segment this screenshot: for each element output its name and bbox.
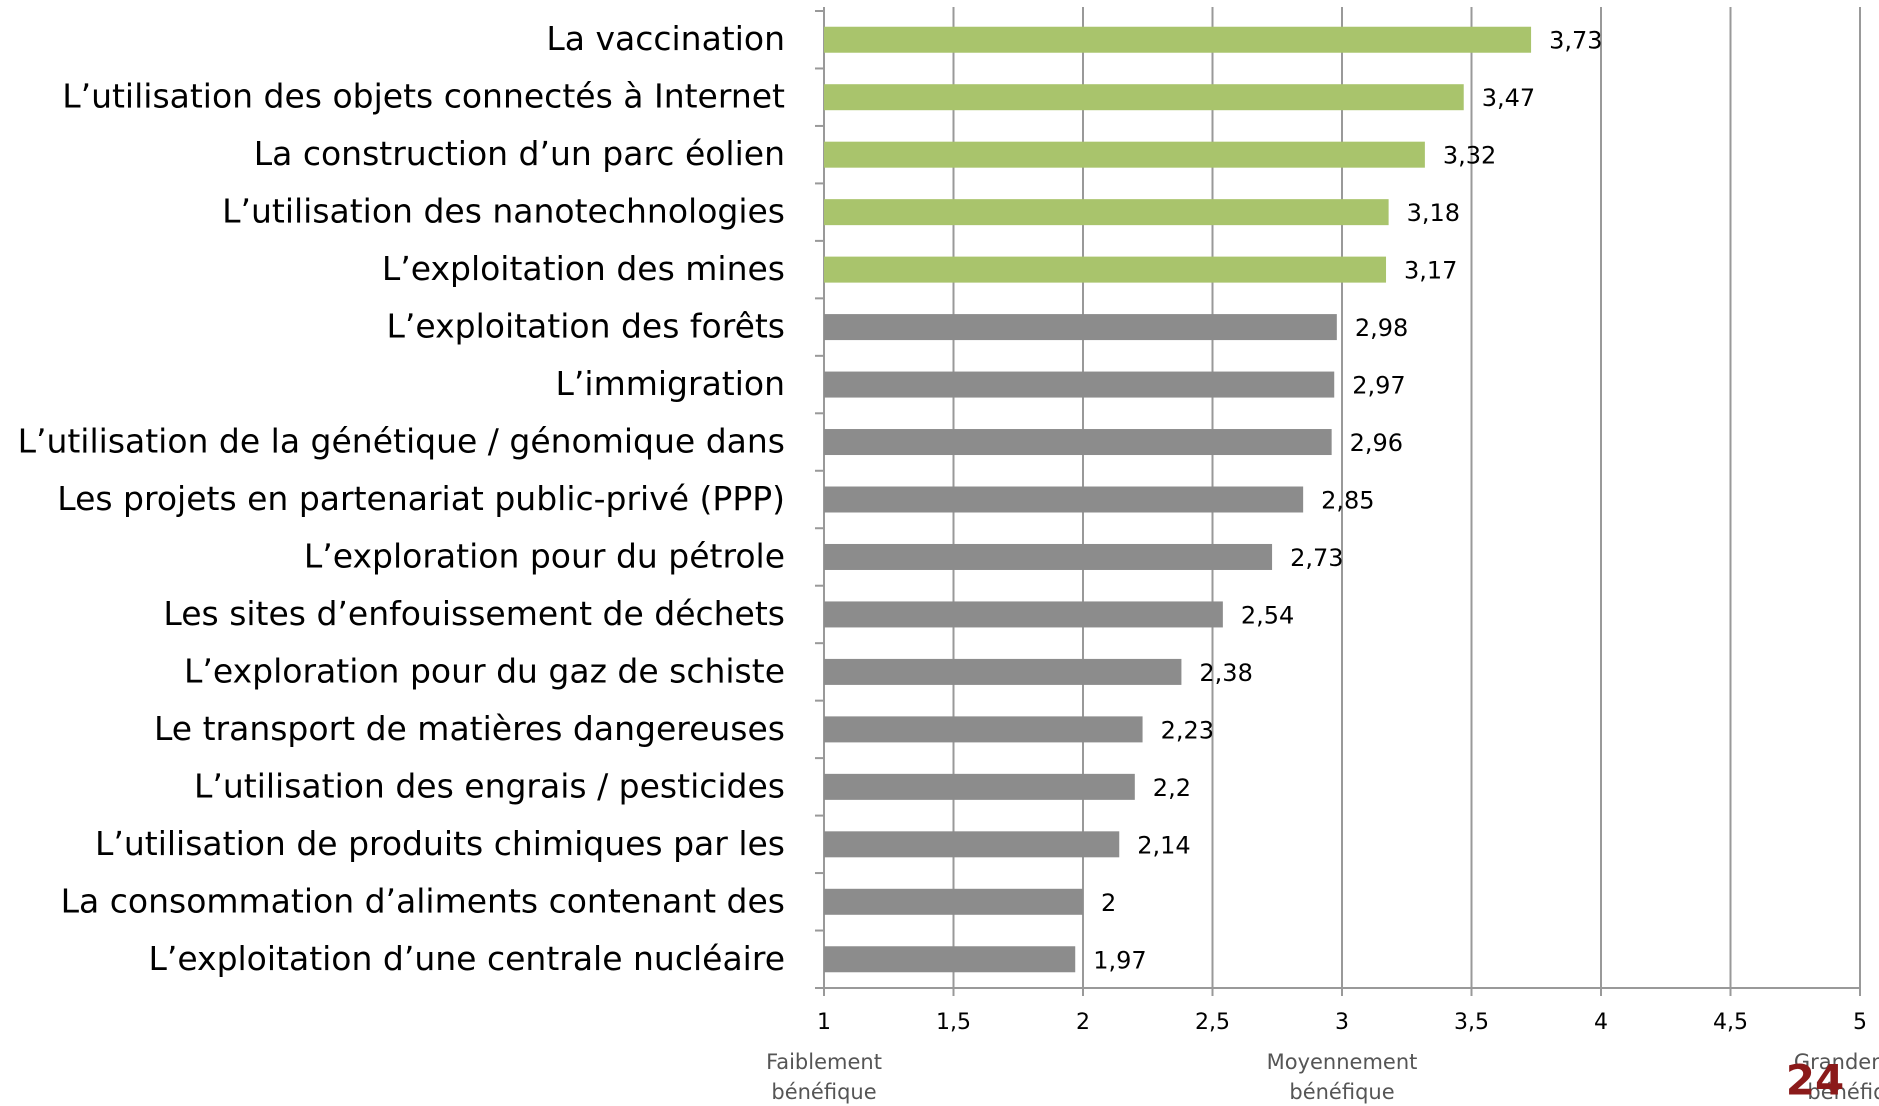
value-label: 2,73 [1290,544,1343,572]
value-label: 1,97 [1093,946,1146,974]
bar [824,773,1135,800]
category-label: La consommation d’aliments contenant des [61,881,785,920]
value-label: 2,97 [1352,372,1405,400]
bar [824,888,1083,915]
value-label: 2,23 [1161,716,1214,744]
bar [824,716,1143,743]
x-tick-label: 4 [1594,1010,1608,1035]
category-label: Le transport de matières dangereuses [154,709,785,748]
annotation: Grandement [1794,1050,1879,1074]
bar [824,141,1425,168]
category-label: L’utilisation des nanotechnologies [222,192,785,231]
category-label: L’utilisation de la génétique / génomiqu… [18,422,785,461]
value-label: 3,47 [1482,84,1535,112]
category-label: L’exploitation d’une centrale nucléaire [148,939,785,978]
bar [824,486,1304,513]
x-tick-label: 5 [1853,1010,1867,1035]
bar [824,84,1464,111]
annotation: bénéfique [1807,1080,1879,1104]
x-tick-label: 3 [1335,1010,1349,1035]
bar [824,371,1335,398]
category-label: L’exploitation des mines [382,249,785,288]
x-tick-label: 2 [1076,1010,1090,1035]
category-label: Les projets en partenariat public-privé … [57,479,785,518]
bar [824,658,1182,685]
annotation: bénéfique [1289,1080,1394,1104]
bar [824,199,1389,226]
value-label: 2,38 [1199,659,1252,687]
category-label: L’utilisation de produits chimiques par … [95,824,785,863]
bar [824,946,1076,973]
bar [824,314,1337,341]
x-tick-label: 1 [817,1010,831,1035]
annotation: bénéfique [771,1080,876,1104]
bar [824,256,1387,283]
category-label: L’exploitation des forêts [387,307,785,346]
value-label: 2,96 [1350,429,1403,457]
x-tick-label: 2,5 [1195,1010,1230,1035]
category-label: La construction d’un parc éolien [254,134,785,173]
x-tick-label: 1,5 [936,1010,971,1035]
value-label: 2,14 [1137,831,1190,859]
category-label: L’immigration [556,364,785,403]
value-label: 3,32 [1443,142,1496,170]
bar [824,429,1332,456]
x-tick-label: 3,5 [1454,1010,1489,1035]
category-label: L’exploration pour du gaz de schiste [184,651,785,690]
annotation: Faiblement [766,1050,882,1074]
value-label: 3,73 [1549,27,1602,55]
x-tick-label: 4,5 [1713,1010,1748,1035]
category-label: L’utilisation des objets connectés à Int… [62,77,785,116]
value-label: 2,98 [1355,314,1408,342]
value-label: 3,18 [1407,199,1460,227]
value-label: 2,85 [1321,487,1374,515]
bar [824,831,1120,858]
value-label: 2 [1101,889,1116,917]
category-label: Les sites d’enfouissement de déchets [163,594,785,633]
category-label: La vaccination [546,19,785,58]
annotation: Moyennement [1267,1050,1418,1074]
bar [824,543,1273,570]
bar [824,601,1223,628]
value-label: 2,2 [1153,774,1191,802]
value-label: 3,17 [1404,257,1457,285]
category-label: L’utilisation des engrais / pesticides [194,766,785,805]
bar [824,26,1532,53]
value-label: 2,54 [1241,601,1294,629]
page-number: 24 [1786,1056,1844,1105]
category-label: L’exploration pour du pétrole [304,536,785,575]
